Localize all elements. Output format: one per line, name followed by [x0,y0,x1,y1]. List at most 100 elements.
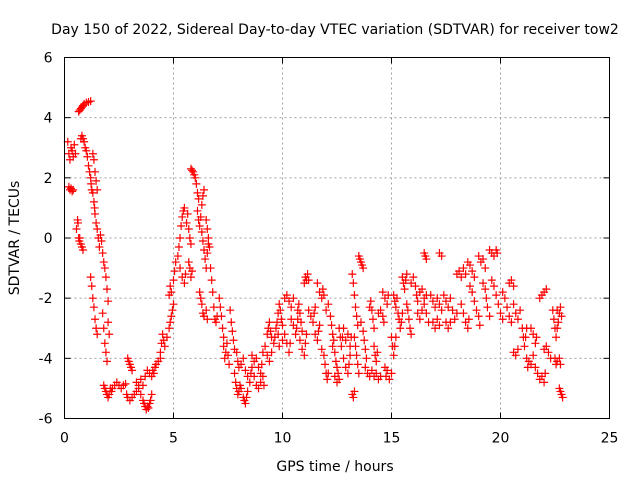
data-point-0-464 [442,297,450,306]
data-point-0-318 [321,360,330,369]
data-point-0-138 [168,306,177,315]
data-point-0-280 [285,348,294,357]
data-point-0-321 [324,369,333,378]
data-point-0-18 [75,234,84,242]
data-point-0-198 [203,315,212,324]
data-point-0-515 [503,303,512,312]
x-tick-label-10: 10 [274,431,292,447]
data-point-0-68 [101,273,110,282]
data-point-0-362 [349,393,358,402]
data-point-0-167 [188,166,197,175]
data-point-0-455 [435,300,444,309]
data-point-0-55 [87,282,96,291]
data-point-0-277 [278,336,287,345]
data-point-0-43 [88,188,97,197]
data-point-0-403 [385,375,394,384]
data-point-0-50 [89,155,98,164]
data-point-0-405 [378,288,387,297]
data-point-0-554 [544,348,553,357]
data-point-0-399 [379,318,388,327]
data-point-0-398 [378,312,387,321]
data-point-0-276 [278,321,287,330]
data-point-0-521 [509,300,518,309]
data-point-0-256 [258,348,267,357]
data-point-0-177 [196,212,205,221]
data-point-0-413 [391,333,400,342]
data-point-0-553 [542,342,551,351]
data-point-0-314 [314,327,323,336]
data-point-0-508 [489,282,498,291]
data-point-0-180 [200,185,209,194]
data-point-0-543 [533,369,542,378]
data-point-0-193 [196,294,205,303]
data-point-0-181 [197,227,206,236]
data-point-0-482 [464,315,473,324]
data-point-0-176 [195,221,204,230]
data-point-0-313 [313,336,322,345]
data-point-0-391 [370,324,379,333]
data-point-0-523 [513,315,522,324]
data-point-0-174 [193,206,202,215]
data-point-0-188 [202,215,211,224]
data-point-0-512 [498,315,507,324]
data-point-0-15 [74,218,83,227]
data-point-0-325 [318,285,327,294]
data-point-0-462 [437,252,446,261]
data-point-0-427 [402,270,411,279]
data-point-0-69 [103,285,112,294]
data-point-0-12 [69,185,78,194]
data-point-0-463 [439,291,448,300]
grid-lines [64,57,610,419]
data-point-0-52 [92,176,101,185]
data-points [63,97,567,414]
data-point-0-388 [366,297,375,306]
data-point-0-499 [482,294,491,303]
data-point-0-217 [226,306,235,315]
data-point-0-54 [86,273,95,282]
axis-ticks: 0 5 10 15 20 25 -6 -4 -2 0 2 4 6 [39,51,619,447]
data-point-0-206 [215,294,224,303]
data-point-0-513 [498,288,507,297]
data-point-0-490 [472,306,481,315]
data-point-0-173 [194,194,203,203]
data-point-0-526 [511,351,520,360]
data-point-0-537 [529,351,538,360]
data-point-0-53 [93,185,102,194]
data-point-0-77 [105,330,114,339]
data-point-0-133 [160,342,169,351]
y-tick-label--2: -2 [39,291,53,307]
data-point-0-366 [352,351,361,360]
data-point-0-486 [470,273,479,282]
data-point-0-475 [457,273,466,282]
data-point-0-452 [428,297,437,306]
data-point-0-450 [422,255,431,264]
data-point-0-271 [275,342,284,351]
data-point-0-263 [265,318,274,327]
data-point-0-481 [463,324,472,333]
data-point-0-511 [496,309,505,318]
data-point-0-297 [295,336,304,345]
data-point-0-21 [79,246,88,255]
data-point-0-117 [146,396,155,405]
data-point-0-329 [326,312,335,321]
data-point-0-420 [396,324,405,333]
data-point-0-7 [71,149,80,158]
data-point-0-200 [207,276,216,285]
data-point-0-336 [333,363,341,372]
data-point-0-72 [99,324,108,333]
data-point-0-208 [217,312,226,321]
x-axis-label: GPS time / hours [276,459,393,475]
data-point-0-472 [446,318,455,327]
data-point-0-296 [298,327,307,336]
data-point-0-527 [513,345,522,354]
data-point-0-179 [198,191,207,200]
data-point-0-332 [328,342,337,351]
data-point-0-349 [344,360,353,369]
data-point-0-157 [182,218,191,227]
y-tick-label-4: 4 [44,111,53,127]
data-point-0-47 [92,218,101,227]
data-point-0-189 [203,224,212,233]
data-point-0-162 [184,258,193,267]
data-point-0-145 [171,258,180,267]
